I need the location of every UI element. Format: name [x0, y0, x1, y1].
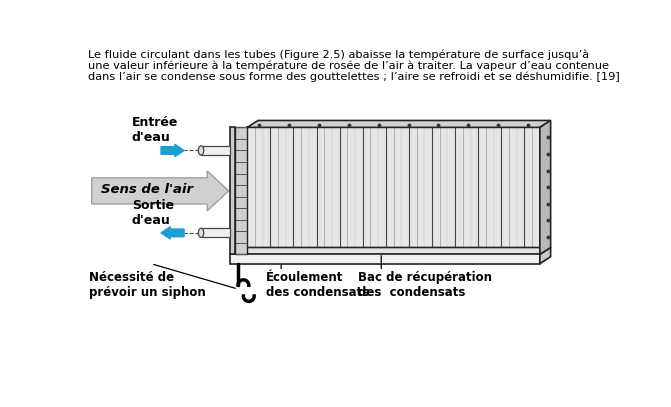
Polygon shape — [92, 171, 229, 211]
Bar — [230, 127, 235, 254]
Text: Nécessité de
prévoir un siphon: Nécessité de prévoir un siphon — [89, 271, 206, 300]
Text: Bac de récupération
des  condensats: Bac de récupération des condensats — [358, 271, 492, 300]
Bar — [201, 228, 230, 238]
Ellipse shape — [199, 228, 204, 238]
Ellipse shape — [199, 146, 204, 155]
Text: Le fluide circulant dans les tubes (Figure 2.5) abaisse la température de surfac: Le fluide circulant dans les tubes (Figu… — [88, 50, 589, 60]
Text: Entrée
d'eau: Entrée d'eau — [132, 116, 178, 144]
Polygon shape — [540, 120, 551, 254]
Text: dans l’air se condense sous forme des gouttelettes ; l’aire se refroidi et se dé: dans l’air se condense sous forme des go… — [88, 71, 619, 82]
FancyArrow shape — [161, 144, 184, 157]
Text: Sortie
d'eau: Sortie d'eau — [132, 199, 174, 227]
Text: Écoulement
des condensats: Écoulement des condensats — [266, 271, 369, 300]
Text: Sens de l'air: Sens de l'air — [101, 183, 193, 196]
Polygon shape — [247, 120, 551, 127]
Text: une valeur inférieure à la température de rosée de l’air à traiter. La vapeur d’: une valeur inférieure à la température d… — [88, 60, 609, 71]
Bar — [230, 254, 540, 264]
Polygon shape — [540, 247, 551, 264]
FancyArrow shape — [161, 227, 184, 239]
Polygon shape — [230, 247, 551, 254]
Bar — [247, 127, 540, 254]
Bar — [235, 127, 247, 254]
Bar — [201, 146, 230, 155]
